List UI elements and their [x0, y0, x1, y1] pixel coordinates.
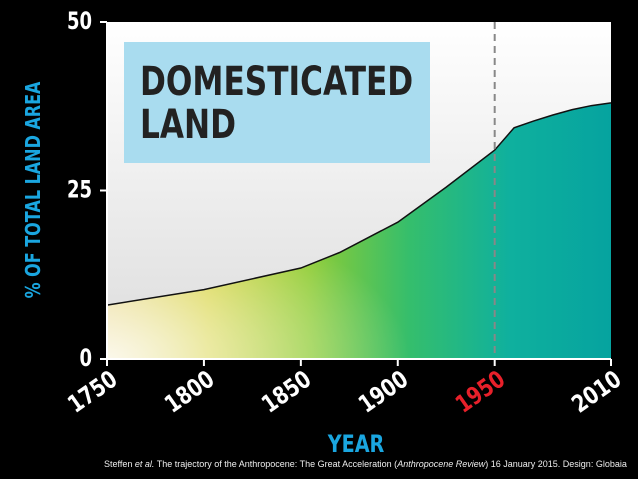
x-tick-label: 1800: [160, 366, 220, 419]
area-glow: [107, 102, 611, 359]
source-part: et al.: [135, 459, 155, 469]
chart-title: DOMESTICATED: [140, 59, 413, 105]
line: [106, 102, 612, 306]
y-tick-label: 25: [67, 176, 92, 204]
source-part: The trajectory of the Anthropocene: The …: [154, 459, 397, 469]
title-box: [124, 42, 430, 163]
source-note: Steffen et al. The trajectory of the Ant…: [104, 459, 627, 469]
chart-title: LAND: [140, 102, 236, 148]
y-tick-label: 0: [79, 344, 92, 372]
x-tick-label: 1950: [451, 366, 511, 419]
x-tick-label: 1750: [63, 366, 123, 419]
source-part: ) 16 January 2015. Design: Globaia: [485, 459, 627, 469]
x-axis-label: YEAR: [327, 431, 385, 459]
x-tick-label: 2010: [567, 366, 627, 419]
source-part: Anthropocene Review: [396, 459, 486, 469]
y-axis-label: % OF TOTAL LAND AREA: [22, 82, 45, 299]
y-tick-label: 50: [67, 7, 92, 35]
x-tick-label: 1850: [257, 366, 317, 419]
source-part: Steffen: [104, 459, 135, 469]
x-tick-label: 1900: [354, 366, 414, 419]
marks: [106, 22, 612, 359]
